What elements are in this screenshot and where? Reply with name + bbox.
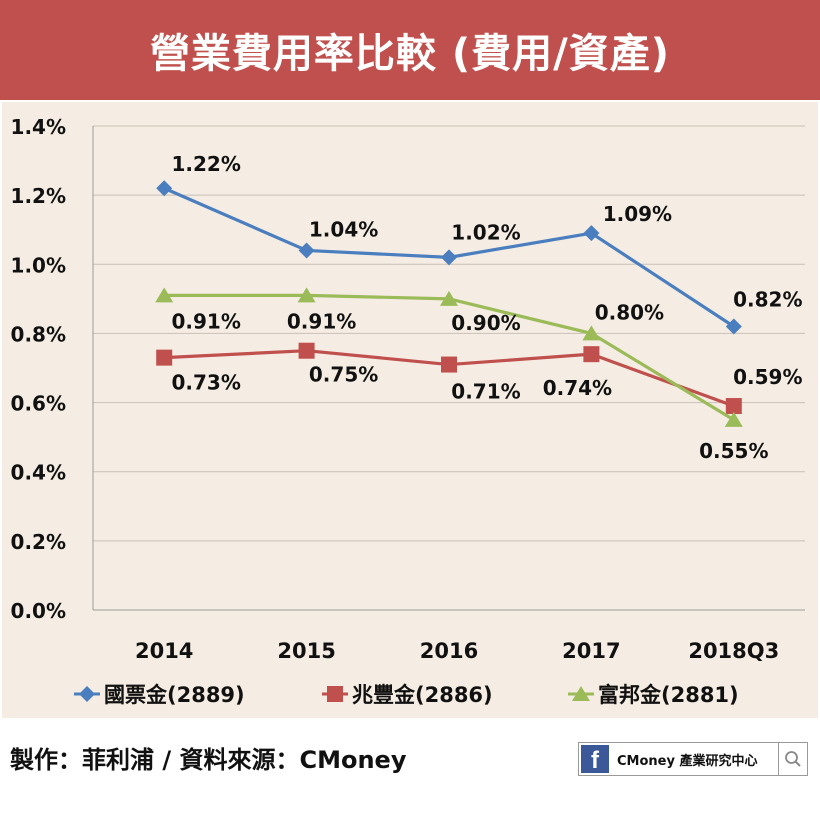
x-tick-label: 2014 [135, 639, 193, 663]
triangle-marker [155, 287, 174, 303]
data-label: 0.71% [451, 380, 520, 404]
data-label: 0.75% [309, 363, 378, 387]
diamond-marker [725, 318, 742, 335]
search-icon [778, 743, 807, 775]
diamond-marker [583, 225, 600, 242]
legend-marker [79, 686, 95, 702]
data-label: 1.04% [309, 217, 378, 241]
x-tick-label: 2016 [420, 639, 478, 663]
triangle-marker [297, 287, 316, 303]
facebook-badge[interactable]: f CMoney 產業研究中心 [578, 742, 808, 776]
y-tick-label: 1.0% [11, 253, 66, 277]
diamond-marker [298, 242, 315, 259]
y-tick-label: 0.2% [11, 530, 66, 554]
diamond-marker [441, 249, 457, 266]
legend-label: 兆豐金(2886) [352, 683, 493, 707]
data-label: 0.80% [595, 300, 664, 324]
y-tick-label: 0.0% [11, 599, 66, 623]
chart-area: 0.0% 0.2% 0.4% 0.6% 0.8% 1.0% 1.2% 1.4% 2014 2015… [2, 102, 818, 718]
x-tick-label: 2015 [277, 639, 335, 663]
data-label: 1.22% [172, 152, 241, 176]
square-marker [725, 398, 742, 415]
y-tick-label: 1.2% [11, 184, 66, 208]
square-marker [441, 356, 457, 373]
legend-label: 富邦金(2881) [598, 683, 739, 707]
data-label: 0.55% [699, 439, 768, 463]
data-label: 0.74% [543, 376, 612, 400]
x-tick-label: 2017 [562, 639, 620, 663]
y-tick-label: 0.8% [11, 322, 66, 346]
y-tick-label: 0.6% [11, 392, 66, 416]
triangle-marker [724, 411, 743, 427]
legend-label: 國票金(2889) [104, 683, 245, 707]
credit-text: 製作：菲利浦 / 資料來源：CMoney [10, 746, 407, 774]
diamond-marker [156, 180, 173, 197]
square-marker [583, 346, 600, 363]
data-label: 0.82% [733, 288, 802, 312]
legend-marker [327, 686, 343, 702]
chart-title: 營業費用率比較 (費用/資產) [149, 31, 671, 77]
square-marker [156, 349, 173, 366]
y-tick-label: 1.4% [11, 115, 66, 139]
y-tick-label: 0.4% [11, 461, 66, 485]
data-label: 0.73% [172, 371, 241, 395]
data-label: 0.91% [172, 309, 241, 333]
triangle-marker [582, 325, 601, 341]
facebook-icon: f [581, 745, 609, 773]
triangle-marker [440, 290, 458, 306]
data-label: 0.91% [287, 309, 356, 333]
data-label: 1.09% [603, 202, 672, 226]
data-label: 0.59% [733, 365, 802, 389]
line-chart: 0.0% 0.2% 0.4% 0.6% 0.8% 1.0% 1.2% 1.4% 2014 2015… [11, 115, 805, 707]
square-marker [298, 342, 315, 359]
x-tick-label: 2018Q3 [688, 639, 779, 663]
legend-marker [572, 686, 590, 701]
title-banner: 營業費用率比較 (費用/資產) [0, 0, 820, 100]
data-label: 1.02% [451, 220, 520, 244]
data-label: 0.90% [451, 311, 520, 335]
badge-text: CMoney 產業研究中心 [617, 753, 758, 769]
